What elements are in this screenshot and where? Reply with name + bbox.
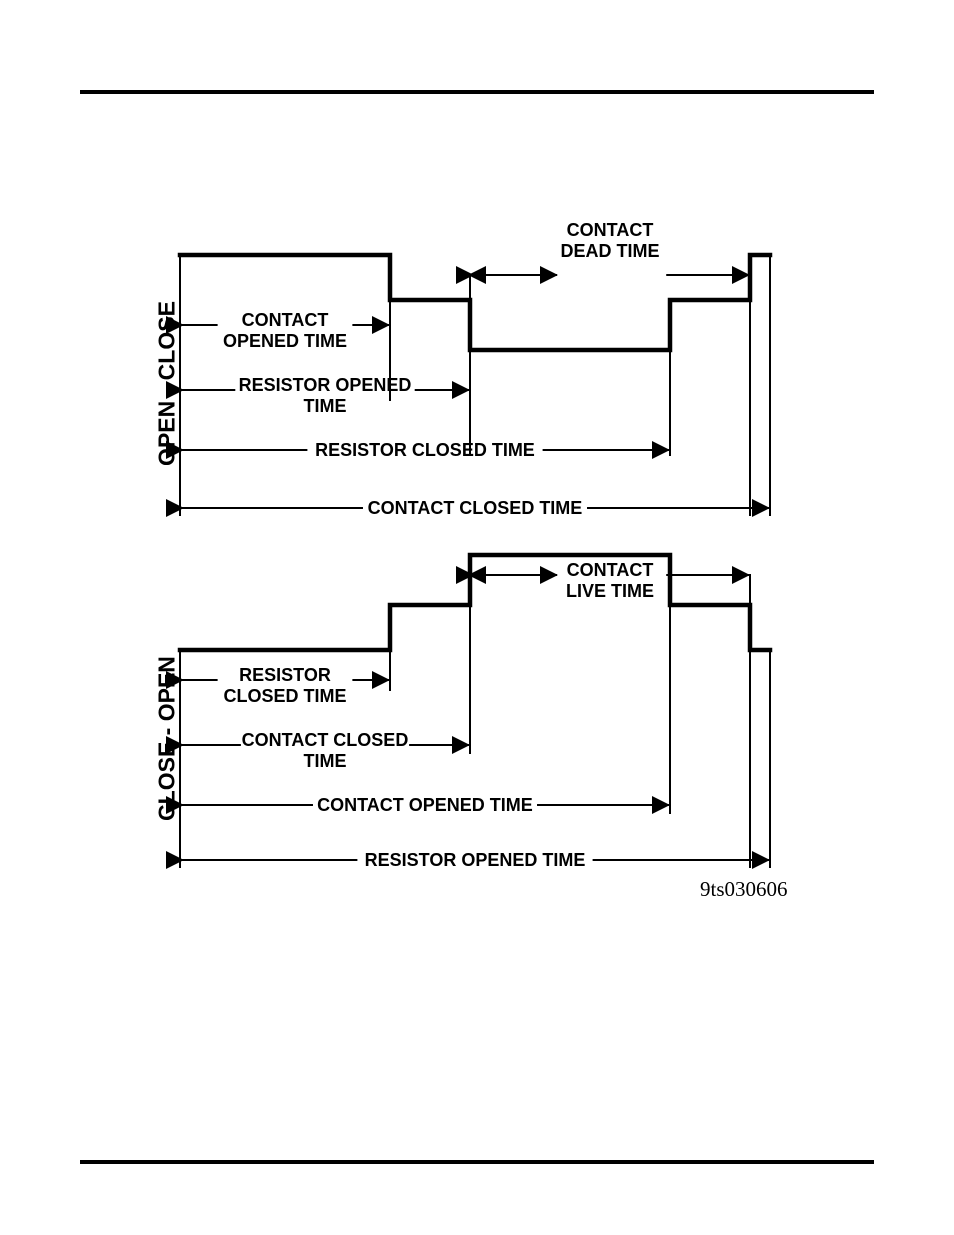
dim-label-resistor-opened-oc: RESISTOR OPENED TIME — [234, 375, 415, 416]
waveform-close-open — [180, 555, 770, 650]
dim-label-contact-dead-time: CONTACT DEAD TIME — [553, 220, 667, 261]
page-bottom-rule — [80, 1160, 874, 1164]
dim-label-contact-closed-co: CONTACT CLOSED TIME — [240, 730, 410, 771]
figure-reference-id: 9ts030606 — [700, 877, 788, 902]
page-top-rule — [80, 90, 874, 94]
dim-label-contact-closed-oc: CONTACT CLOSED TIME — [362, 498, 588, 519]
dim-label-resistor-opened-co: RESISTOR OPENED TIME — [356, 850, 593, 871]
dim-label-contact-opened-co: CONTACT OPENED TIME — [312, 795, 538, 816]
dim-label-contact-opened-time: CONTACT OPENED TIME — [217, 310, 354, 351]
dim-label-resistor-closed-co: RESISTOR CLOSED TIME — [217, 665, 354, 706]
y-axis-label-open-close: OPEN - CLOSE — [154, 294, 181, 474]
dim-label-contact-live-time: CONTACT LIVE TIME — [553, 560, 667, 601]
dim-label-resistor-closed-oc: RESISTOR CLOSED TIME — [306, 440, 543, 461]
y-axis-label-close-open: CLOSE - OPEN — [154, 649, 181, 829]
